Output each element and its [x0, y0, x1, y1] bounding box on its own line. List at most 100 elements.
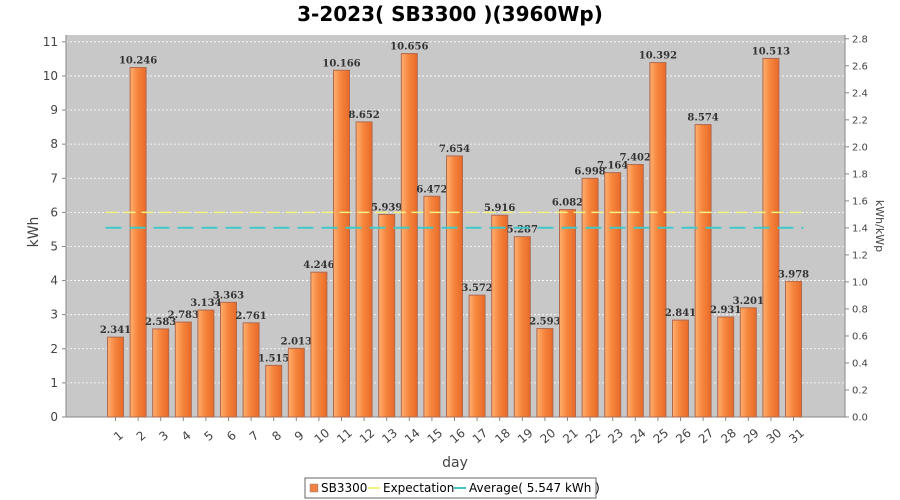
bar-value-label: 5.939 [371, 202, 402, 213]
bar-day-20 [536, 328, 554, 418]
bar-day-31 [785, 280, 802, 418]
bar-day-21 [559, 209, 576, 418]
bar-day-17 [468, 294, 486, 418]
x-tick-label: 22 [583, 426, 604, 447]
y-tick-label: 2 [50, 342, 58, 356]
bar-value-label: 4.246 [303, 260, 334, 271]
bar-value-label: 10.246 [119, 56, 157, 67]
bar-value-label: 1.515 [258, 353, 289, 364]
bar-day-14 [400, 53, 418, 418]
x-tick-label: 2 [134, 428, 149, 444]
bar-value-label: 2.841 [665, 308, 696, 319]
y2-tick-label: 0.8 [852, 304, 868, 315]
y2-tick-label: 0.4 [852, 358, 868, 369]
x-tick-label: 17 [470, 426, 491, 447]
bar-value-label: 2.761 [235, 311, 266, 322]
bar-day-26 [672, 319, 689, 418]
bar-value-label: 3.363 [213, 290, 244, 301]
bar-day-7 [242, 322, 260, 418]
y2-tick-label: 1.6 [852, 196, 868, 207]
bar-value-label: 6.082 [552, 198, 583, 209]
x-tick-label: 4 [179, 428, 194, 444]
bar-value-label: 2.583 [145, 317, 176, 328]
bar-day-27 [694, 124, 712, 418]
y-tick-label: 9 [50, 103, 58, 117]
y2-tick-label: 1.0 [852, 277, 868, 288]
x-tick-label: 31 [786, 426, 807, 447]
x-tick-label: 10 [312, 426, 333, 447]
x-tick-label: 14 [402, 426, 423, 447]
bar-day-15 [423, 195, 441, 418]
bar-day-4 [174, 321, 192, 418]
y2-tick-label: 0.6 [852, 331, 868, 342]
x-tick-label: 21 [560, 426, 581, 447]
x-tick-label: 6 [224, 428, 239, 444]
bar-value-label: 3.572 [461, 283, 492, 294]
x-tick-label: 7 [247, 428, 262, 444]
bar-day-25 [649, 62, 667, 418]
bar-value-label: 2.013 [281, 336, 312, 347]
bar-value-label: 2.593 [529, 317, 560, 328]
x-tick-label: 29 [741, 426, 762, 447]
y-tick-label: 7 [50, 171, 58, 185]
y2-tick-label: 2.0 [852, 142, 868, 153]
x-tick-label: 9 [292, 428, 307, 444]
bar-day-16 [446, 155, 463, 418]
bar-value-label: 10.166 [322, 58, 360, 69]
legend-label-sb3300: SB3300 [321, 481, 367, 495]
bar-value-label: 3.201 [733, 296, 764, 307]
bar-value-label: 2.931 [710, 305, 741, 316]
bar-day-29 [739, 307, 757, 418]
bar-value-label: 5.916 [484, 203, 515, 214]
bar-value-label: 6.998 [574, 166, 605, 177]
bar-value-label: 8.574 [687, 113, 718, 124]
bar-value-label: 5.287 [507, 225, 538, 236]
y2-tick-label: 2.8 [852, 34, 868, 45]
bar-day-13 [378, 213, 396, 418]
bar-day-30 [762, 57, 780, 418]
x-tick-label: 16 [447, 426, 468, 447]
y-tick-label: 10 [43, 69, 58, 83]
y-tick-label: 4 [50, 274, 58, 288]
x-tick-label: 24 [628, 426, 649, 447]
bar-value-label: 10.513 [752, 46, 790, 57]
bar-day-24 [626, 164, 644, 418]
y2-axis-label: kWh/kWp [873, 200, 886, 252]
bar-day-6 [220, 301, 237, 418]
bar-day-10 [310, 271, 328, 418]
bar-day-23 [604, 172, 622, 418]
bar-value-label: 6.472 [416, 184, 447, 195]
x-tick-label: 27 [696, 426, 717, 447]
chart-title: 3-2023( SB3300 )(3960Wp) [297, 2, 603, 26]
y2-tick-label: 2.2 [852, 115, 868, 126]
x-tick-label: 20 [538, 426, 559, 447]
x-tick-label: 18 [492, 426, 513, 447]
y2-tick-label: 0.0 [852, 413, 868, 424]
legend-box [304, 477, 597, 499]
x-tick-label: 26 [673, 426, 694, 447]
y-tick-label: 11 [43, 35, 58, 49]
bar-day-18 [491, 214, 509, 418]
x-tick-label: 19 [515, 426, 536, 447]
bar-value-label: 8.652 [348, 110, 379, 121]
y-tick-label: 0 [50, 410, 58, 424]
bar-value-label: 7.164 [597, 161, 628, 172]
bar-value-label: 2.783 [168, 310, 199, 321]
bar-value-label: 3.134 [190, 298, 221, 309]
bar-day-11 [333, 69, 350, 418]
bar-day-8 [265, 364, 283, 418]
y-axis-label: kWh [26, 217, 42, 248]
x-tick-label: 5 [201, 428, 216, 444]
legend-swatch-sb3300 [309, 483, 319, 493]
bar-value-label: 10.392 [639, 51, 677, 62]
x-tick-label: 23 [605, 426, 626, 447]
legend: SB3300 Expectation Average( 5.547 kWh ) [304, 477, 600, 499]
y2-tick-label: 1.8 [852, 169, 868, 180]
bar-value-label: 10.656 [390, 42, 428, 53]
bar-day-3 [152, 328, 170, 418]
y-tick-label: 6 [50, 205, 58, 219]
bar-value-label: 7.654 [439, 144, 470, 155]
y2-tick-label: 0.2 [852, 385, 868, 396]
x-tick-label: 12 [357, 426, 378, 447]
